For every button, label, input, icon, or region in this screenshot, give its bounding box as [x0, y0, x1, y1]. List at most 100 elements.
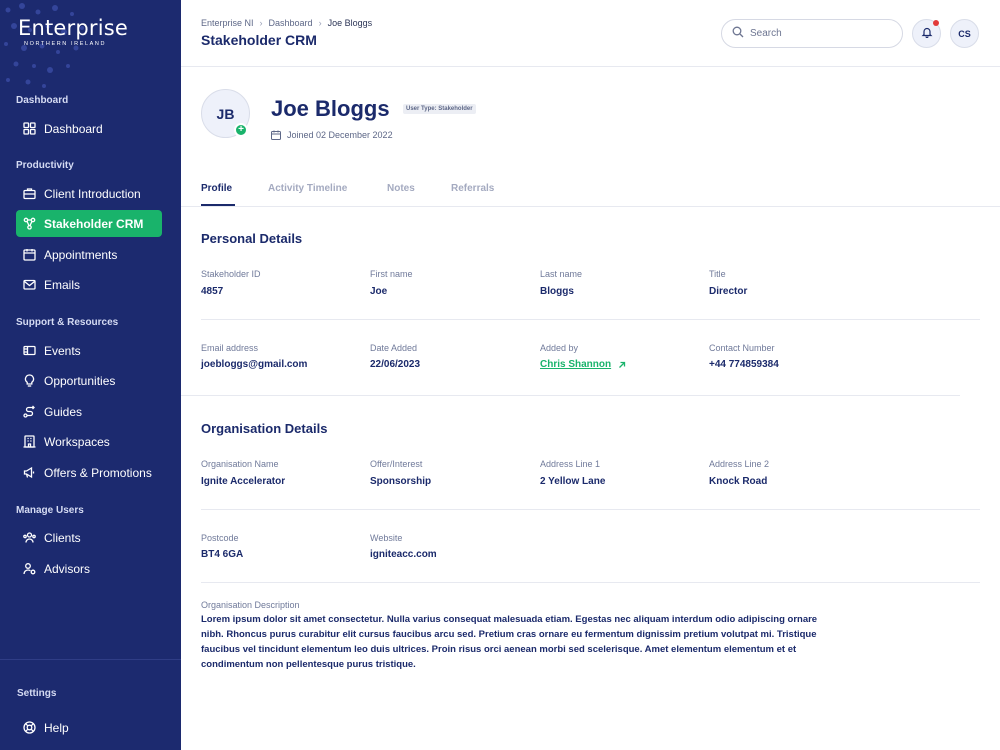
tab-referrals[interactable]: Referrals [451, 183, 495, 194]
user-avatar[interactable]: CS [950, 19, 979, 48]
brand-logo[interactable]: Enterprise NORTHERN IRELAND [18, 16, 128, 48]
brand-subtitle: NORTHERN IRELAND [24, 41, 107, 47]
sidebar-item-opportunities[interactable]: Opportunities [16, 367, 162, 394]
sidebar-item-label: Clients [44, 530, 81, 545]
divider [201, 319, 980, 320]
field-label: Organisation Name [201, 459, 279, 469]
decorative-dots [4, 3, 84, 88]
title-value: Director [709, 286, 748, 297]
notifications-button[interactable] [912, 19, 941, 48]
tab-activity-timeline[interactable]: Activity Timeline [268, 183, 348, 194]
field-label: Postcode [201, 533, 239, 543]
field-label: Address Line 1 [540, 459, 601, 469]
sidebar-item-label: Offers & Promotions [44, 465, 152, 480]
arrow-up-right-icon [618, 361, 626, 369]
calendar-icon [22, 248, 36, 262]
chevron-right-icon: › [318, 18, 322, 28]
field-label: Last name [540, 269, 583, 279]
megaphone-icon [22, 466, 36, 480]
sidebar-item-stakeholder-crm[interactable]: Stakeholder CRM [16, 210, 162, 237]
sidebar-item-emails[interactable]: Emails [16, 271, 162, 298]
field-label: Website [370, 533, 403, 543]
field-label: Added by [540, 343, 579, 353]
email-value: joebloggs@gmail.com [201, 359, 308, 370]
sidebar-item-workspaces[interactable]: Workspaces [16, 428, 162, 455]
first-name-value: Joe [370, 286, 388, 297]
sidebar-item-label: Guides [44, 404, 83, 419]
personal-details-title: Personal Details [201, 231, 303, 246]
page-title: Stakeholder CRM [201, 32, 317, 48]
search-box[interactable] [721, 19, 903, 48]
ticket-icon [22, 344, 36, 358]
breadcrumb-item-dashboard[interactable]: Dashboard [268, 18, 313, 28]
sidebar-item-advisors[interactable]: Advisors [16, 555, 162, 582]
advisor-icon [22, 562, 36, 576]
organisation-name-value: Ignite Accelerator [201, 476, 286, 487]
calendar-icon [271, 130, 281, 140]
route-icon [22, 405, 36, 419]
sidebar-item-guides[interactable]: Guides [16, 398, 162, 425]
search-icon [732, 25, 744, 43]
chevron-right-icon: › [259, 18, 263, 28]
breadcrumb-item-enterprise-ni[interactable]: Enterprise NI [201, 18, 254, 28]
top-header: Enterprise NI › Dashboard › Joe Bloggs S… [181, 0, 1000, 67]
search-input[interactable] [750, 28, 890, 39]
nav-section-productivity: Productivity [16, 160, 74, 171]
building-icon [22, 435, 36, 449]
breadcrumb: Enterprise NI › Dashboard › Joe Bloggs [201, 18, 372, 28]
added-by-link[interactable]: Chris Shannon [540, 359, 626, 370]
nav-section-dashboard: Dashboard [16, 95, 69, 106]
field-label: Stakeholder ID [201, 269, 261, 279]
sidebar-item-dashboard[interactable]: Dashboard [16, 115, 162, 142]
tab-notes[interactable]: Notes [387, 183, 415, 194]
sidebar-item-label: Opportunities [44, 373, 116, 388]
sidebar-item-label: Dashboard [44, 121, 103, 136]
field-label: Email address [201, 343, 259, 353]
sidebar-item-events[interactable]: Events [16, 337, 162, 364]
organisation-description: Lorem ipsum dolor sit amet consectetur. … [201, 614, 818, 670]
organisation-details-title: Organisation Details [201, 421, 328, 436]
sidebar-item-label: Client Introduction [44, 186, 141, 201]
nav-section-support-resources: Support & Resources [16, 317, 119, 328]
tab-profile[interactable]: Profile [201, 183, 233, 194]
brand-name: Enterprise [18, 16, 129, 40]
sidebar-divider [0, 659, 181, 660]
breadcrumb-item-current: Joe Bloggs [327, 18, 373, 28]
joined-text: Joined 02 December 2022 [287, 130, 393, 140]
sidebar-item-label: Advisors [44, 561, 91, 576]
sidebar-item-clients[interactable]: Clients [16, 524, 162, 551]
joined-date: Joined 02 December 2022 [271, 130, 393, 140]
network-icon [22, 217, 36, 231]
sidebar-item-offers-promotions[interactable]: Offers & Promotions [16, 459, 162, 486]
sidebar-item-label: Emails [44, 277, 81, 292]
nav-section-settings: Settings [17, 688, 57, 699]
sidebar: Enterprise NORTHERN IRELAND Dashboard Da… [0, 0, 181, 750]
briefcase-icon [22, 187, 36, 201]
lightbulb-icon [22, 374, 36, 388]
users-icon [22, 531, 36, 545]
divider [201, 509, 980, 510]
sidebar-item-label: Stakeholder CRM [44, 216, 144, 231]
sidebar-item-help[interactable]: Help [16, 714, 162, 741]
sidebar-item-label: Help [44, 720, 69, 735]
add-photo-button[interactable]: + [234, 123, 248, 137]
field-label: First name [370, 269, 413, 279]
offer-interest-value: Sponsorship [370, 476, 432, 487]
last-name-value: Bloggs [540, 286, 574, 297]
field-label: Title [709, 269, 726, 279]
website-value: igniteacc.com [370, 549, 437, 560]
notification-dot [933, 20, 939, 26]
field-label: Date Added [370, 343, 418, 353]
stakeholder-id-value: 4857 [201, 286, 224, 297]
bell-icon [921, 25, 933, 43]
sidebar-item-client-introduction[interactable]: Client Introduction [16, 180, 162, 207]
nav-section-manage-users: Manage Users [16, 505, 84, 516]
date-added-value: 22/06/2023 [370, 359, 421, 370]
help-icon [22, 721, 36, 735]
sidebar-item-appointments[interactable]: Appointments [16, 241, 162, 268]
sidebar-item-label: Workspaces [44, 434, 110, 449]
section-divider [181, 395, 960, 396]
plus-icon: + [238, 124, 244, 135]
mail-icon [22, 278, 36, 292]
field-label: Offer/Interest [370, 459, 423, 469]
